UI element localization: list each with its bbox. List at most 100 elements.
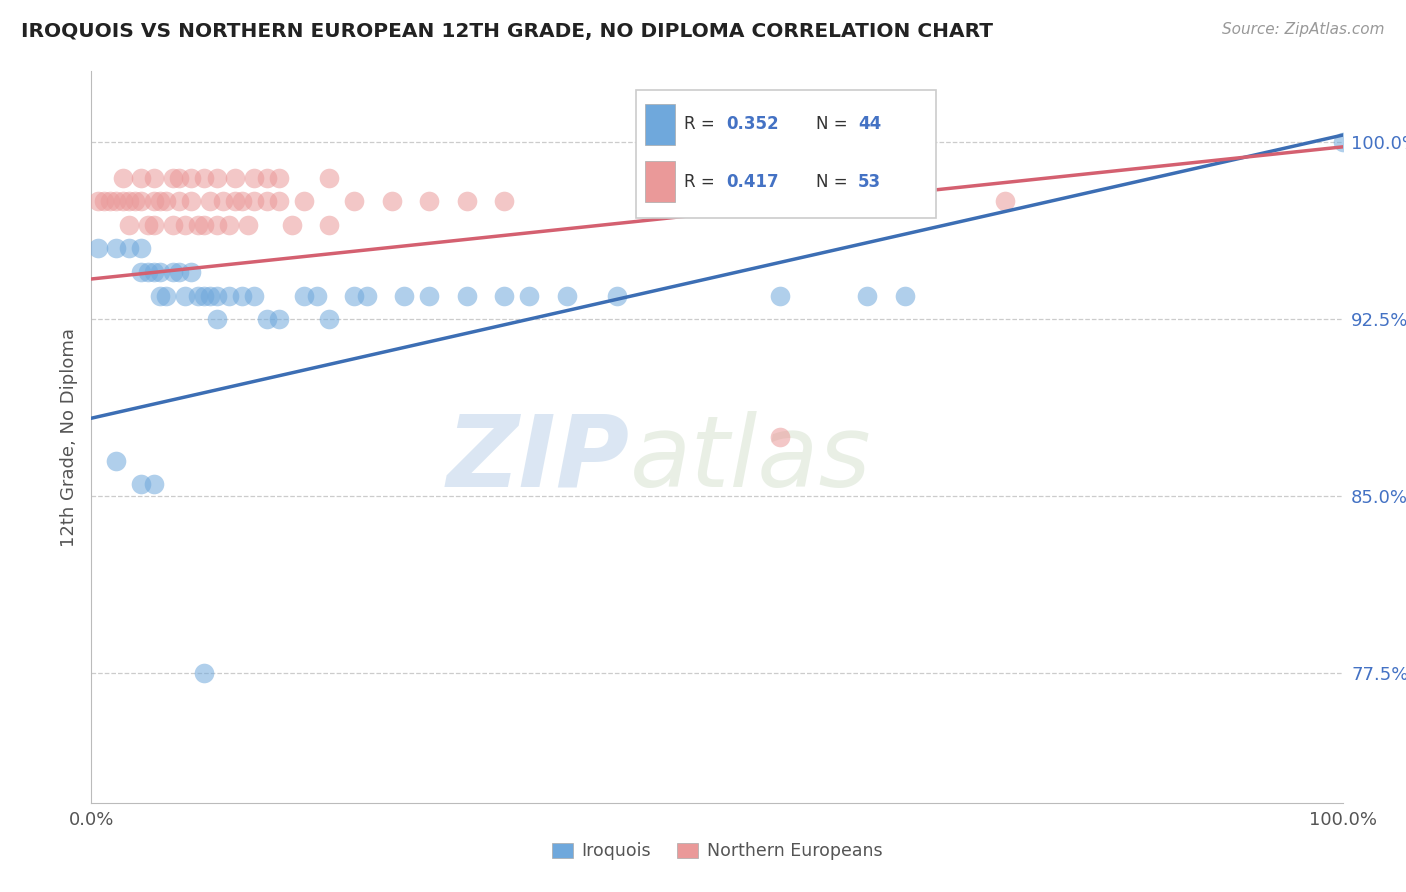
Text: atlas: atlas (630, 410, 872, 508)
Point (205, 288, 228, 302)
Point (994, 194, 1017, 208)
Point (1331, 135, 1354, 149)
Point (155, 288, 177, 302)
Point (111, 194, 134, 208)
Point (193, 170, 215, 185)
Point (205, 312, 228, 326)
Point (256, 194, 278, 208)
Point (105, 241, 128, 255)
Point (768, 288, 790, 302)
Point (86, 194, 108, 208)
Point (856, 288, 879, 302)
Point (205, 218, 228, 232)
Point (155, 194, 177, 208)
Point (267, 170, 291, 185)
Point (174, 218, 197, 232)
Point (768, 430, 790, 444)
Text: IROQUOIS VS NORTHERN EUROPEAN 12TH GRADE, NO DIPLOMA CORRELATION CHART: IROQUOIS VS NORTHERN EUROPEAN 12TH GRADE… (21, 22, 993, 41)
Point (456, 194, 478, 208)
Point (174, 288, 197, 302)
Point (200, 288, 222, 302)
Point (555, 288, 578, 302)
Text: ZIP: ZIP (447, 410, 630, 508)
Point (211, 194, 233, 208)
Point (193, 218, 215, 232)
Point (131, 241, 153, 255)
Text: Source: ZipAtlas.com: Source: ZipAtlas.com (1222, 22, 1385, 37)
Point (231, 288, 253, 302)
Point (124, 194, 146, 208)
Point (205, 170, 228, 185)
Point (256, 312, 278, 326)
Point (606, 288, 628, 302)
Point (162, 170, 184, 185)
Point (224, 170, 246, 185)
Point (118, 194, 141, 208)
Point (243, 288, 266, 302)
Point (143, 170, 166, 185)
Point (136, 265, 159, 279)
Point (131, 477, 153, 491)
Point (131, 194, 153, 208)
Point (517, 288, 540, 302)
Legend: Iroquois, Northern Europeans: Iroquois, Northern Europeans (546, 836, 889, 867)
Point (200, 194, 222, 208)
Point (292, 194, 315, 208)
Point (894, 288, 917, 302)
Point (98, 194, 121, 208)
Point (418, 194, 440, 208)
Point (224, 194, 246, 208)
Point (418, 288, 440, 302)
Y-axis label: 12th Grade, No Diploma: 12th Grade, No Diploma (59, 327, 77, 547)
Point (149, 288, 172, 302)
Point (292, 288, 315, 302)
Point (143, 477, 166, 491)
Point (86, 241, 108, 255)
Point (131, 170, 153, 185)
Point (193, 666, 215, 681)
Point (236, 218, 259, 232)
Point (105, 194, 128, 208)
Point (318, 218, 340, 232)
Point (218, 288, 240, 302)
Point (162, 218, 184, 232)
Point (305, 288, 328, 302)
Point (218, 218, 240, 232)
Point (143, 265, 166, 279)
Point (231, 194, 253, 208)
Point (280, 218, 302, 232)
Point (143, 218, 166, 232)
Point (193, 288, 215, 302)
Point (494, 194, 516, 208)
Point (167, 170, 190, 185)
Point (118, 218, 141, 232)
Point (149, 265, 172, 279)
Point (187, 288, 209, 302)
Point (267, 312, 291, 326)
Point (180, 170, 202, 185)
Point (136, 218, 159, 232)
Point (392, 288, 416, 302)
Point (318, 312, 340, 326)
Point (162, 265, 184, 279)
Point (149, 194, 172, 208)
Point (167, 194, 190, 208)
Point (318, 170, 340, 185)
Point (93, 194, 115, 208)
Point (256, 170, 278, 185)
Point (456, 288, 478, 302)
Point (381, 194, 404, 208)
Point (111, 170, 134, 185)
Point (243, 170, 266, 185)
Point (180, 265, 202, 279)
Point (494, 288, 516, 302)
Point (118, 241, 141, 255)
Point (356, 288, 378, 302)
Point (343, 288, 366, 302)
Point (243, 194, 266, 208)
Point (267, 194, 291, 208)
Point (143, 194, 166, 208)
Point (105, 453, 128, 467)
Point (167, 265, 190, 279)
Point (343, 194, 366, 208)
